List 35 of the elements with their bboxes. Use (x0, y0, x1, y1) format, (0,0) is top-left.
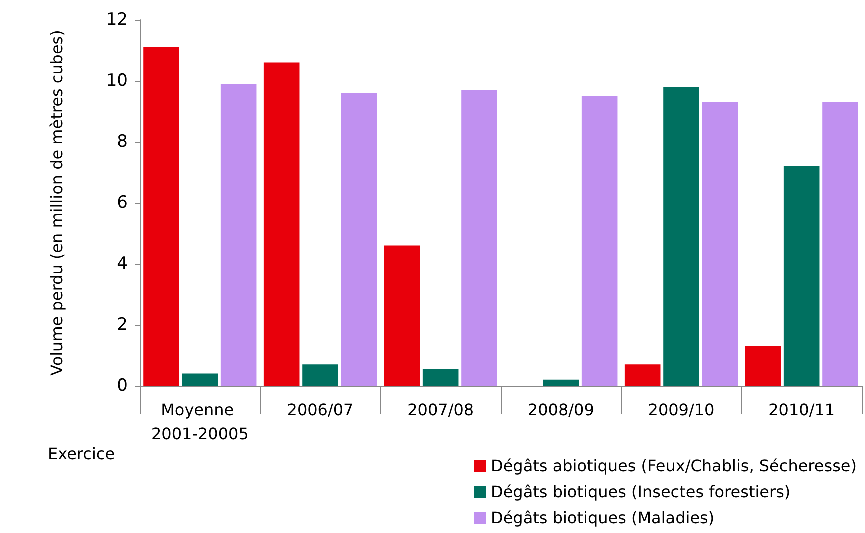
y-axis-title: Volume perdu (en million de mètres cubes) (48, 30, 66, 376)
bar (422, 369, 459, 386)
bar (462, 90, 498, 386)
bar (182, 374, 218, 386)
y-tick-label: 2 (117, 315, 128, 335)
x-tick-label: Moyenne 2001-20005 (151, 400, 249, 444)
bar (745, 346, 782, 386)
x-tick-label: 2007/08 (408, 400, 474, 420)
bar (302, 364, 338, 386)
y-tick-label: 12 (106, 10, 128, 30)
y-tick-label: 0 (117, 376, 128, 396)
y-tick-label: 8 (117, 132, 128, 152)
bar (582, 96, 618, 386)
bar (220, 84, 257, 386)
legend-label: Dégâts biotiques (Maladies) (491, 508, 715, 528)
legend-label: Dégâts biotiques (Insectes forestiers) (491, 482, 791, 502)
bar (384, 246, 420, 386)
bar (341, 93, 378, 386)
x-tick-label: 2010/11 (768, 400, 836, 420)
bar (664, 87, 700, 386)
x-tick-label: 2009/10 (648, 400, 715, 420)
bar (702, 102, 738, 386)
bar (144, 47, 180, 386)
legend-label: Dégâts abiotiques (Feux/Chablis, Sécheresse) (491, 456, 858, 476)
y-tick-label: 6 (117, 193, 128, 213)
y-tick-label: 10 (106, 71, 128, 91)
bar (624, 364, 661, 386)
bar (543, 380, 580, 386)
bar (264, 62, 300, 386)
bar (822, 102, 858, 386)
bar (784, 166, 820, 386)
x-tick-label: 2008/09 (528, 400, 594, 420)
x-axis-title: Exercice (48, 444, 116, 464)
x-tick-label: 2006/07 (287, 400, 354, 420)
y-tick-label: 4 (117, 254, 128, 274)
